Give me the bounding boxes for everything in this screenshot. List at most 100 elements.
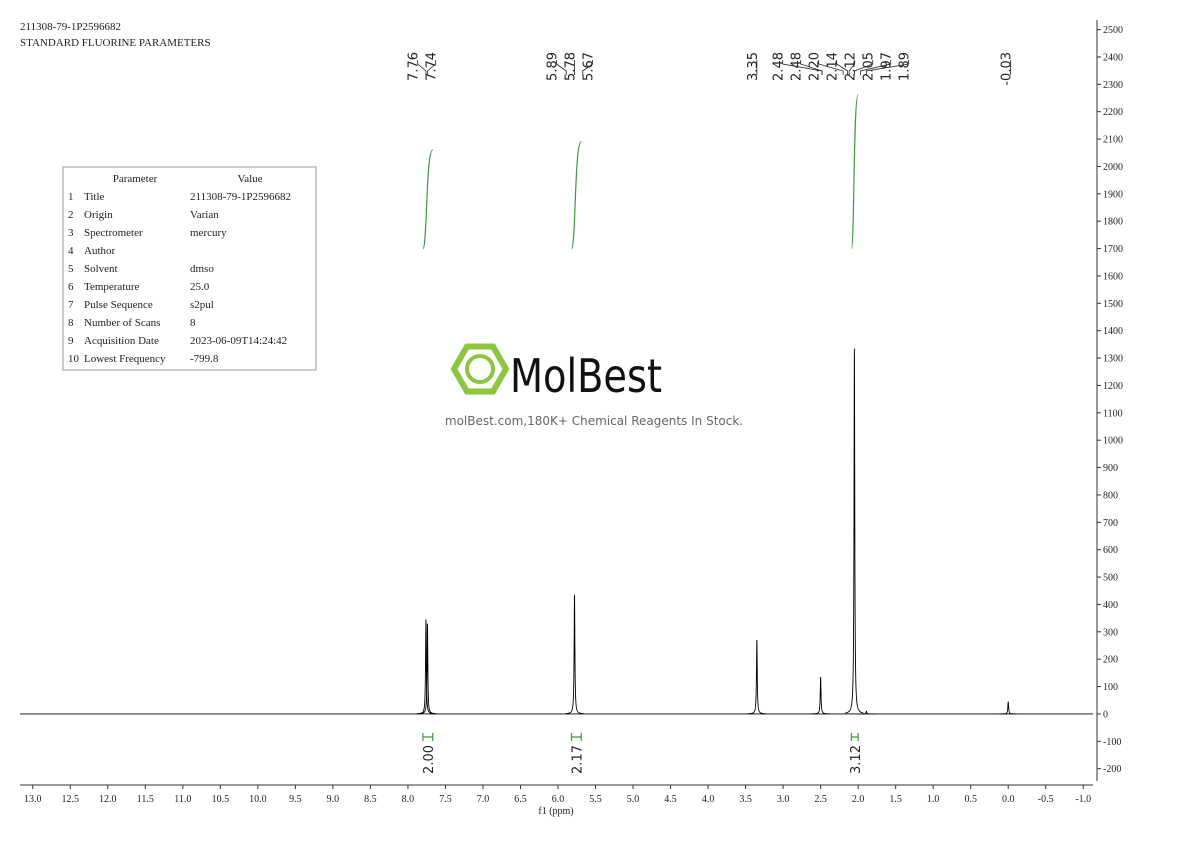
x-tick-label: -0.5: [1038, 794, 1054, 805]
table-cell: Pulse Sequence: [84, 299, 153, 311]
integral-bracket: [422, 733, 434, 741]
table-cell: mercury: [190, 227, 227, 239]
x-tick-label: 9.5: [289, 794, 302, 805]
table-cell: 7: [68, 299, 74, 311]
table-cell: Lowest Frequency: [84, 353, 166, 365]
table-cell: 2023-06-09T14:24:42: [190, 335, 287, 347]
logo-ring: [465, 354, 495, 384]
peak-label: 5.78: [564, 52, 579, 81]
peak-label: 2.14: [826, 52, 841, 81]
x-tick-label: 12.0: [99, 794, 117, 805]
peak-leader: [800, 60, 823, 75]
table-cell: 1: [68, 191, 74, 203]
y-tick-label: 500: [1103, 573, 1118, 584]
y-tick-label: -200: [1103, 764, 1121, 775]
y-tick-label: 1600: [1103, 271, 1123, 282]
y-tick-label: 2400: [1103, 52, 1123, 63]
peak-label: 2.12: [844, 52, 859, 81]
table-cell: 8: [190, 317, 196, 329]
y-tick-label: 1800: [1103, 217, 1123, 228]
logo: MolBest molBest.com,180K+ Chemical Reage…: [445, 343, 743, 428]
x-tick-label: 6.5: [514, 794, 527, 805]
peak-label: 2.48: [790, 52, 805, 81]
peak-label: 2.48: [772, 52, 787, 81]
peak-leader: [848, 60, 856, 75]
integral-curve: [422, 149, 434, 250]
logo-hexagon: [450, 343, 510, 395]
x-tick-label: 8.5: [364, 794, 377, 805]
peak: [747, 640, 766, 715]
x-tick-label: 4.0: [702, 794, 715, 805]
peak-label: 1.89: [898, 52, 913, 81]
x-tick-label: 2.5: [814, 794, 827, 805]
x-tick-label: 10.0: [249, 794, 267, 805]
x-axis-label: f1 (ppm): [538, 806, 573, 817]
peak-leader: [836, 60, 849, 75]
table-cell: Number of Scans: [84, 317, 160, 329]
integral-label: 3.12: [849, 745, 864, 774]
x-tick-label: 7.0: [477, 794, 490, 805]
y-tick-label: 2000: [1103, 162, 1123, 173]
table-cell: 211308-79-1P2596682: [190, 191, 291, 203]
table-cell: 3: [68, 227, 74, 239]
y-tick-label: 0: [1103, 709, 1108, 720]
brand: MolBest: [510, 349, 662, 403]
y-tick-label: 1400: [1103, 326, 1123, 337]
table-cell: Author: [84, 245, 116, 257]
table-cell: Origin: [84, 209, 113, 221]
x-tick-label: 3.0: [777, 794, 790, 805]
y-tick-label: 2300: [1103, 80, 1123, 91]
x-tick-label: 6.0: [552, 794, 565, 805]
integral-label: 2.00: [422, 745, 437, 774]
table-cell: Varian: [190, 209, 219, 221]
y-tick-label: 200: [1103, 655, 1118, 666]
peak-label: 1.97: [880, 52, 895, 81]
peak-label: 7.76: [407, 52, 422, 81]
peak-leader: [859, 60, 892, 75]
x-tick-label: 1.0: [927, 794, 940, 805]
integral-curve: [570, 141, 582, 250]
y-tick-label: 2200: [1103, 107, 1123, 118]
table-cell: 6: [68, 281, 74, 293]
y-tick-label: 2100: [1103, 135, 1123, 146]
header-line: 211308-79-1P2596682: [20, 21, 121, 33]
table-cell: Temperature: [84, 281, 140, 293]
x-tick-label: 11.0: [174, 794, 191, 805]
x-tick-label: 12.5: [62, 794, 80, 805]
table-cell: 25.0: [190, 281, 210, 293]
peak-leader: [556, 60, 567, 75]
table-cell: Solvent: [84, 263, 118, 275]
peak-label: 5.89: [546, 52, 561, 81]
y-tick-label: 1900: [1103, 189, 1123, 200]
x-tick-label: 7.5: [439, 794, 452, 805]
table-cell: 10: [68, 353, 80, 365]
table-cell: 4: [68, 245, 74, 257]
table-cell: Spectrometer: [84, 227, 143, 239]
x-tick-label: 0.5: [964, 794, 977, 805]
peak: [811, 676, 830, 715]
peak: [999, 701, 1018, 715]
y-tick-label: 900: [1103, 463, 1118, 474]
peak-leader: [417, 60, 427, 75]
peak: [418, 623, 437, 715]
table-cell: -799.8: [190, 353, 219, 365]
x-tick-label: 9.0: [327, 794, 340, 805]
integral-label: 2.17: [570, 745, 585, 774]
y-tick-label: 1000: [1103, 436, 1123, 447]
x-tick-label: 13.0: [24, 794, 42, 805]
peak: [857, 710, 876, 715]
table-cell: 9: [68, 335, 74, 347]
y-tick-label: -100: [1103, 737, 1121, 748]
x-tick-label: 2.0: [852, 794, 865, 805]
peak-leader: [427, 60, 437, 75]
table-cell: 5: [68, 263, 74, 275]
table-cell: 8: [68, 317, 74, 329]
table-cell: Acquisition Date: [84, 335, 159, 347]
y-tick-label: 400: [1103, 600, 1118, 611]
peak: [416, 619, 436, 715]
table-cell: Title: [84, 191, 105, 203]
x-tick-label: -1.0: [1075, 794, 1091, 805]
x-tick-label: 3.5: [739, 794, 752, 805]
